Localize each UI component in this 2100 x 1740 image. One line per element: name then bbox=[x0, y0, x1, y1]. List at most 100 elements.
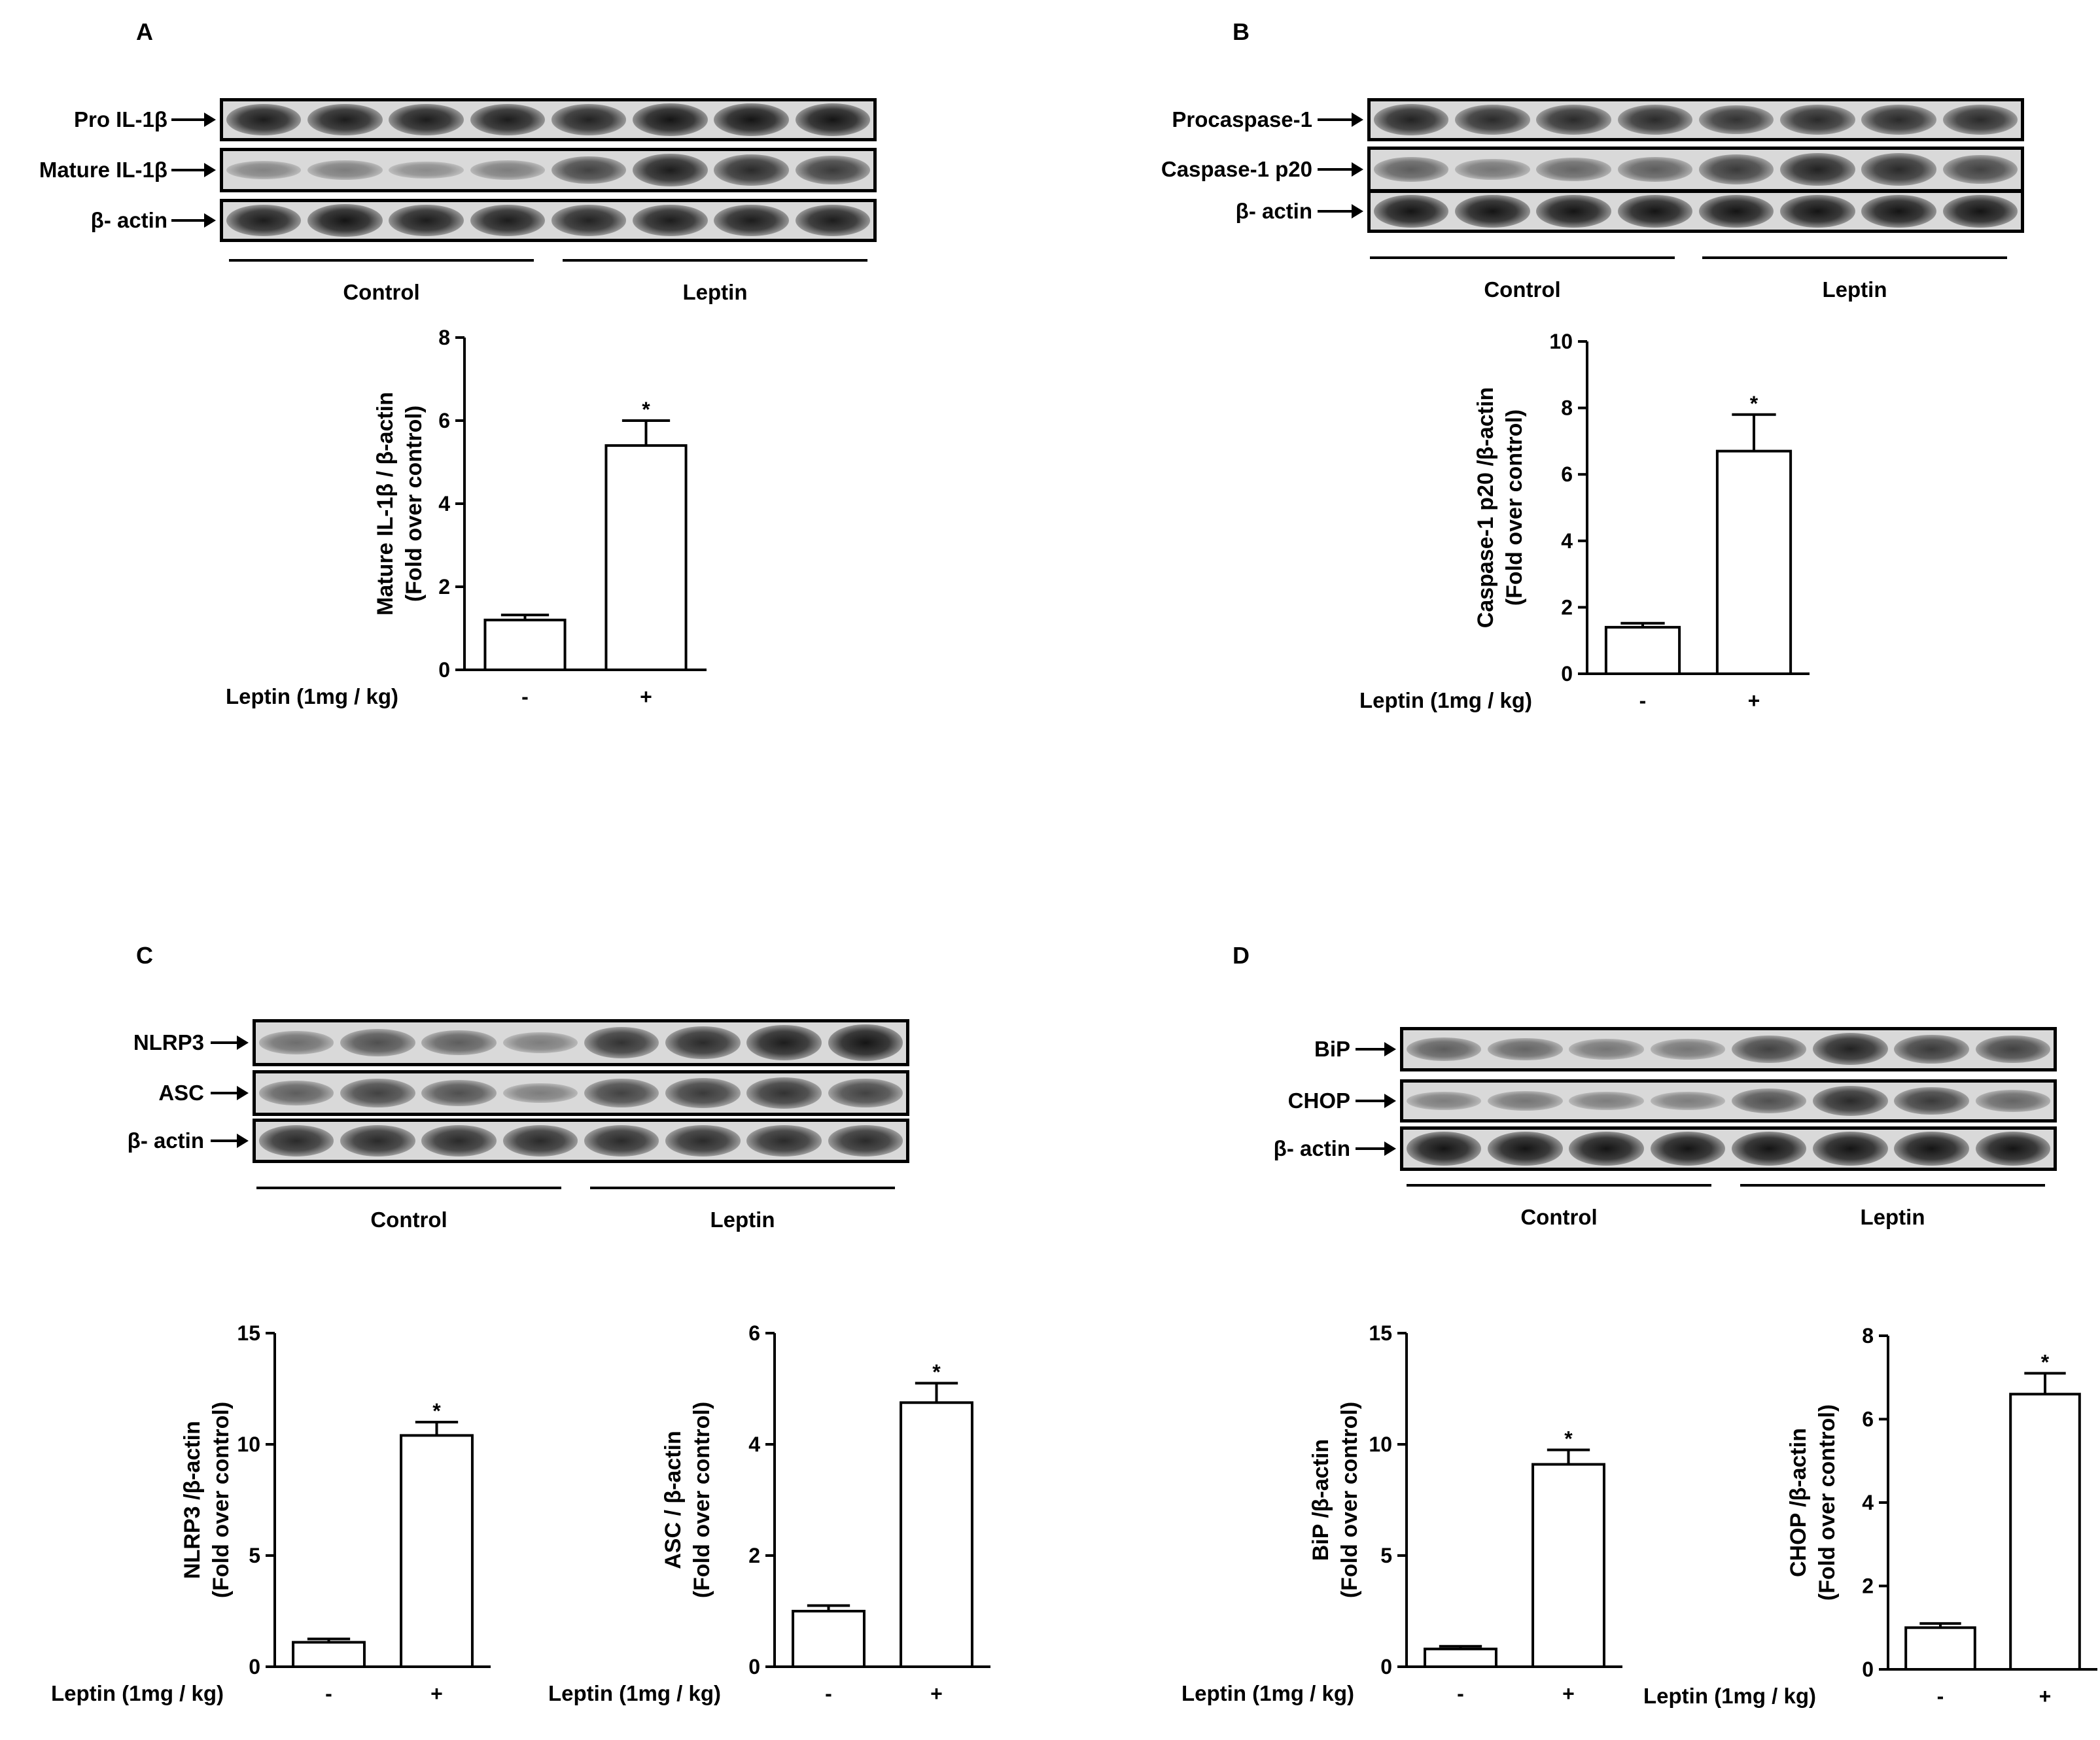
y-axis-label: NLRP3 /β-actin (Fold over control) bbox=[180, 1402, 234, 1598]
blot-band bbox=[1650, 1131, 1726, 1166]
blot-band bbox=[1617, 157, 1693, 182]
blot-band bbox=[1813, 1086, 1888, 1116]
blot-band bbox=[1813, 1131, 1888, 1166]
blot-band bbox=[1455, 194, 1530, 228]
significance-marker: * bbox=[2041, 1350, 2050, 1374]
blot-band bbox=[795, 204, 871, 237]
x-axis-label: Leptin (1mg / kg) bbox=[1643, 1684, 1816, 1708]
y-axis-label: ASC / β-actin (Fold over control) bbox=[661, 1402, 714, 1598]
arrow-icon bbox=[171, 213, 216, 228]
y-tick-label: 0 bbox=[1380, 1655, 1392, 1679]
y-tick-label: 10 bbox=[1369, 1433, 1392, 1456]
y-tick-label: 6 bbox=[438, 409, 450, 432]
blot-label: NLRP3 bbox=[133, 1030, 204, 1054]
x-tick-label: - bbox=[825, 1682, 832, 1705]
y-tick-label: 0 bbox=[1561, 662, 1573, 686]
y-tick-label: 8 bbox=[1561, 396, 1573, 420]
blot-band bbox=[1650, 1039, 1726, 1060]
blot-band bbox=[1894, 1131, 1969, 1166]
blot-band bbox=[470, 160, 546, 180]
blot-strip bbox=[253, 1119, 909, 1163]
blot-band bbox=[1813, 1033, 1888, 1066]
blot-band bbox=[389, 103, 464, 136]
blot-band bbox=[1373, 157, 1449, 182]
blot-label: CHOP bbox=[1287, 1088, 1350, 1113]
blot-band bbox=[1488, 1037, 1563, 1061]
y-tick-label: 6 bbox=[1561, 462, 1573, 486]
bar bbox=[1424, 1647, 1497, 1669]
blot-band bbox=[1617, 194, 1693, 228]
y-tick-label: 15 bbox=[1369, 1321, 1392, 1345]
blot-band bbox=[1731, 1088, 1807, 1114]
blot-label: β- actin bbox=[127, 1128, 204, 1153]
blot-band bbox=[389, 161, 464, 179]
y-tick-label: 2 bbox=[1862, 1575, 1874, 1598]
blot-band bbox=[1942, 154, 2018, 184]
significance-marker: * bbox=[432, 1399, 441, 1423]
blot-strip bbox=[220, 199, 877, 242]
arrow-icon bbox=[1356, 1042, 1396, 1056]
blot-band bbox=[1569, 1091, 1644, 1111]
y-tick-label: 10 bbox=[237, 1433, 260, 1456]
blot-band bbox=[340, 1028, 415, 1057]
blot-band bbox=[746, 1125, 822, 1157]
bar bbox=[792, 1610, 866, 1668]
y-axis-label: Caspase-1 p20 /β-actin (Fold over control… bbox=[1473, 387, 1527, 628]
group-underline bbox=[1702, 256, 2007, 259]
blot-band bbox=[1975, 1131, 2051, 1166]
x-axis-label: Leptin (1mg / kg) bbox=[1359, 688, 1532, 712]
blot-band bbox=[502, 1125, 578, 1157]
blot-strip bbox=[1367, 147, 2024, 192]
blot-band bbox=[633, 204, 708, 237]
bar bbox=[292, 1641, 366, 1669]
blot-label: Mature IL-1β bbox=[39, 158, 167, 182]
blot-band bbox=[795, 155, 871, 185]
panel-letter-b: B bbox=[1233, 18, 1250, 45]
blot-band bbox=[714, 103, 789, 137]
blot-band bbox=[1731, 1035, 1807, 1064]
group-underline bbox=[1740, 1184, 2045, 1187]
y-tick-label: 2 bbox=[748, 1544, 760, 1567]
group-label: Leptin bbox=[682, 280, 748, 304]
blot-band bbox=[746, 1024, 822, 1061]
blot-label: ASC bbox=[158, 1081, 204, 1105]
blot-strip bbox=[220, 98, 877, 141]
blot-band bbox=[828, 1024, 903, 1061]
blot-band bbox=[795, 103, 871, 137]
blot-band bbox=[258, 1125, 334, 1157]
significance-marker: * bbox=[642, 398, 650, 421]
x-tick-label: - bbox=[1639, 689, 1647, 712]
x-tick-label: + bbox=[640, 685, 652, 708]
y-axis-label-line1: ASC / β-actin bbox=[661, 1431, 686, 1569]
blot-label: β- actin bbox=[90, 208, 167, 232]
blot-band bbox=[226, 103, 302, 136]
blot-band bbox=[226, 204, 302, 237]
y-tick-label: 0 bbox=[748, 1655, 760, 1679]
blot-band bbox=[828, 1125, 903, 1157]
blot-band bbox=[1617, 105, 1693, 135]
blot-band bbox=[389, 204, 464, 237]
blot-band bbox=[1780, 152, 1855, 186]
blot-band bbox=[421, 1079, 497, 1107]
blot-band bbox=[584, 1078, 659, 1108]
blot-band bbox=[502, 1083, 578, 1104]
arrow-icon bbox=[171, 163, 216, 177]
y-axis-label-line2: (Fold over control) bbox=[1502, 409, 1527, 606]
blot-band bbox=[502, 1032, 578, 1053]
blot-band bbox=[340, 1125, 415, 1157]
blot-band bbox=[665, 1078, 741, 1108]
y-axis-label-line1: Mature IL-1β / β-actin bbox=[373, 392, 398, 616]
blot-strip bbox=[1400, 1126, 2057, 1171]
blot-band bbox=[307, 203, 383, 237]
blot-strip bbox=[1400, 1027, 2057, 1071]
blot-band bbox=[584, 1026, 659, 1059]
blot-band bbox=[307, 160, 383, 180]
blot-band bbox=[340, 1078, 415, 1108]
y-axis-label-line2: (Fold over control) bbox=[1337, 1402, 1362, 1598]
blot-band bbox=[1942, 105, 2018, 135]
significance-marker: * bbox=[932, 1361, 941, 1384]
blot-band bbox=[1894, 1034, 1969, 1064]
y-axis-label: Mature IL-1β / β-actin (Fold over control… bbox=[373, 392, 427, 616]
blot-band bbox=[421, 1125, 497, 1157]
y-axis-label: CHOP /β-actin (Fold over control) bbox=[1786, 1404, 1840, 1601]
